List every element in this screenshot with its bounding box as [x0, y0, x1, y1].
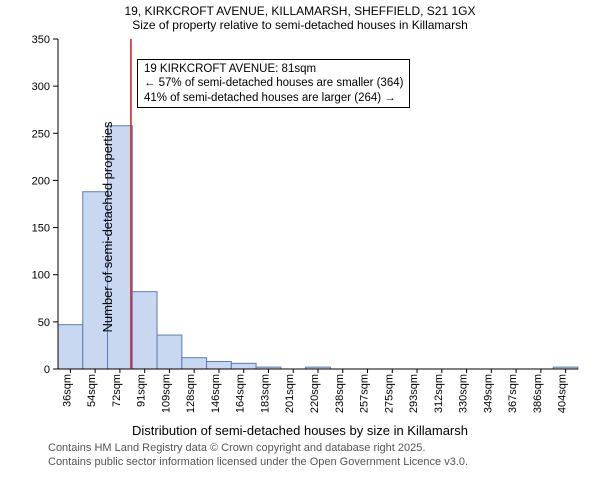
x-tick-label: 91sqm: [136, 374, 148, 407]
attribution-footer: Contains HM Land Registry data © Crown c…: [0, 438, 600, 470]
chart-area: Number of semi-detached properties 0 50 10…: [0, 33, 600, 421]
x-tick-label: 220sqm: [309, 374, 321, 413]
svg-text:350: 350: [32, 34, 50, 46]
histogram-bar: [231, 363, 256, 369]
svg-text:200: 200: [32, 175, 50, 187]
annotation-box: 19 KIRKCROFT AVENUE: 81sqm ← 57% of semi…: [137, 59, 411, 108]
histogram-bar: [182, 357, 207, 368]
histogram-bar: [157, 335, 182, 369]
histogram-bar: [58, 324, 83, 368]
x-tick-label: 183sqm: [259, 374, 271, 413]
x-tick-label: 72sqm: [111, 374, 123, 407]
histogram-bar: [207, 361, 232, 369]
svg-text:100: 100: [32, 269, 50, 281]
x-tick-label: 330sqm: [458, 374, 470, 413]
x-tick-label: 201sqm: [284, 374, 296, 413]
x-tick-label: 36sqm: [61, 374, 73, 407]
svg-text:0: 0: [44, 364, 50, 376]
y-axis-label: Number of semi-detached properties: [100, 121, 115, 332]
svg-text:250: 250: [32, 128, 50, 140]
x-tick-label: 238sqm: [334, 374, 346, 413]
footer-line-2: Contains public sector information licen…: [48, 456, 600, 470]
x-tick-label: 404sqm: [557, 374, 569, 413]
annotation-line-2: ← 57% of semi-detached houses are smalle…: [144, 76, 404, 90]
x-tick-label: 293sqm: [408, 374, 420, 413]
svg-text:150: 150: [32, 222, 50, 234]
title-line-2: Size of property relative to semi-detach…: [0, 18, 600, 32]
title-line-1: 19, KIRKCROFT AVENUE, KILLAMARSH, SHEFFI…: [0, 4, 600, 18]
x-tick-label: 257sqm: [359, 374, 371, 413]
svg-text:50: 50: [38, 317, 50, 329]
x-tick-label: 109sqm: [160, 374, 172, 413]
chart-titles: 19, KIRKCROFT AVENUE, KILLAMARSH, SHEFFI…: [0, 0, 600, 33]
annotation-line-1: 19 KIRKCROFT AVENUE: 81sqm: [144, 62, 404, 76]
x-tick-label: 128sqm: [185, 374, 197, 413]
x-tick-label: 275sqm: [383, 374, 395, 413]
annotation-line-3: 41% of semi-detached houses are larger (…: [144, 91, 404, 105]
x-tick-label: 386sqm: [532, 374, 544, 413]
x-tick-label: 312sqm: [433, 374, 445, 413]
x-tick-label: 367sqm: [507, 374, 519, 413]
x-tick-label: 146sqm: [210, 374, 222, 413]
x-tick-label: 54sqm: [86, 374, 98, 407]
x-tick-label: 349sqm: [482, 374, 494, 413]
svg-text:300: 300: [32, 81, 50, 93]
histogram-bar: [132, 291, 157, 368]
x-axis-label: Distribution of semi-detached houses by …: [0, 423, 600, 438]
x-tick-label: 164sqm: [235, 374, 247, 413]
footer-line-1: Contains HM Land Registry data © Crown c…: [48, 442, 600, 456]
